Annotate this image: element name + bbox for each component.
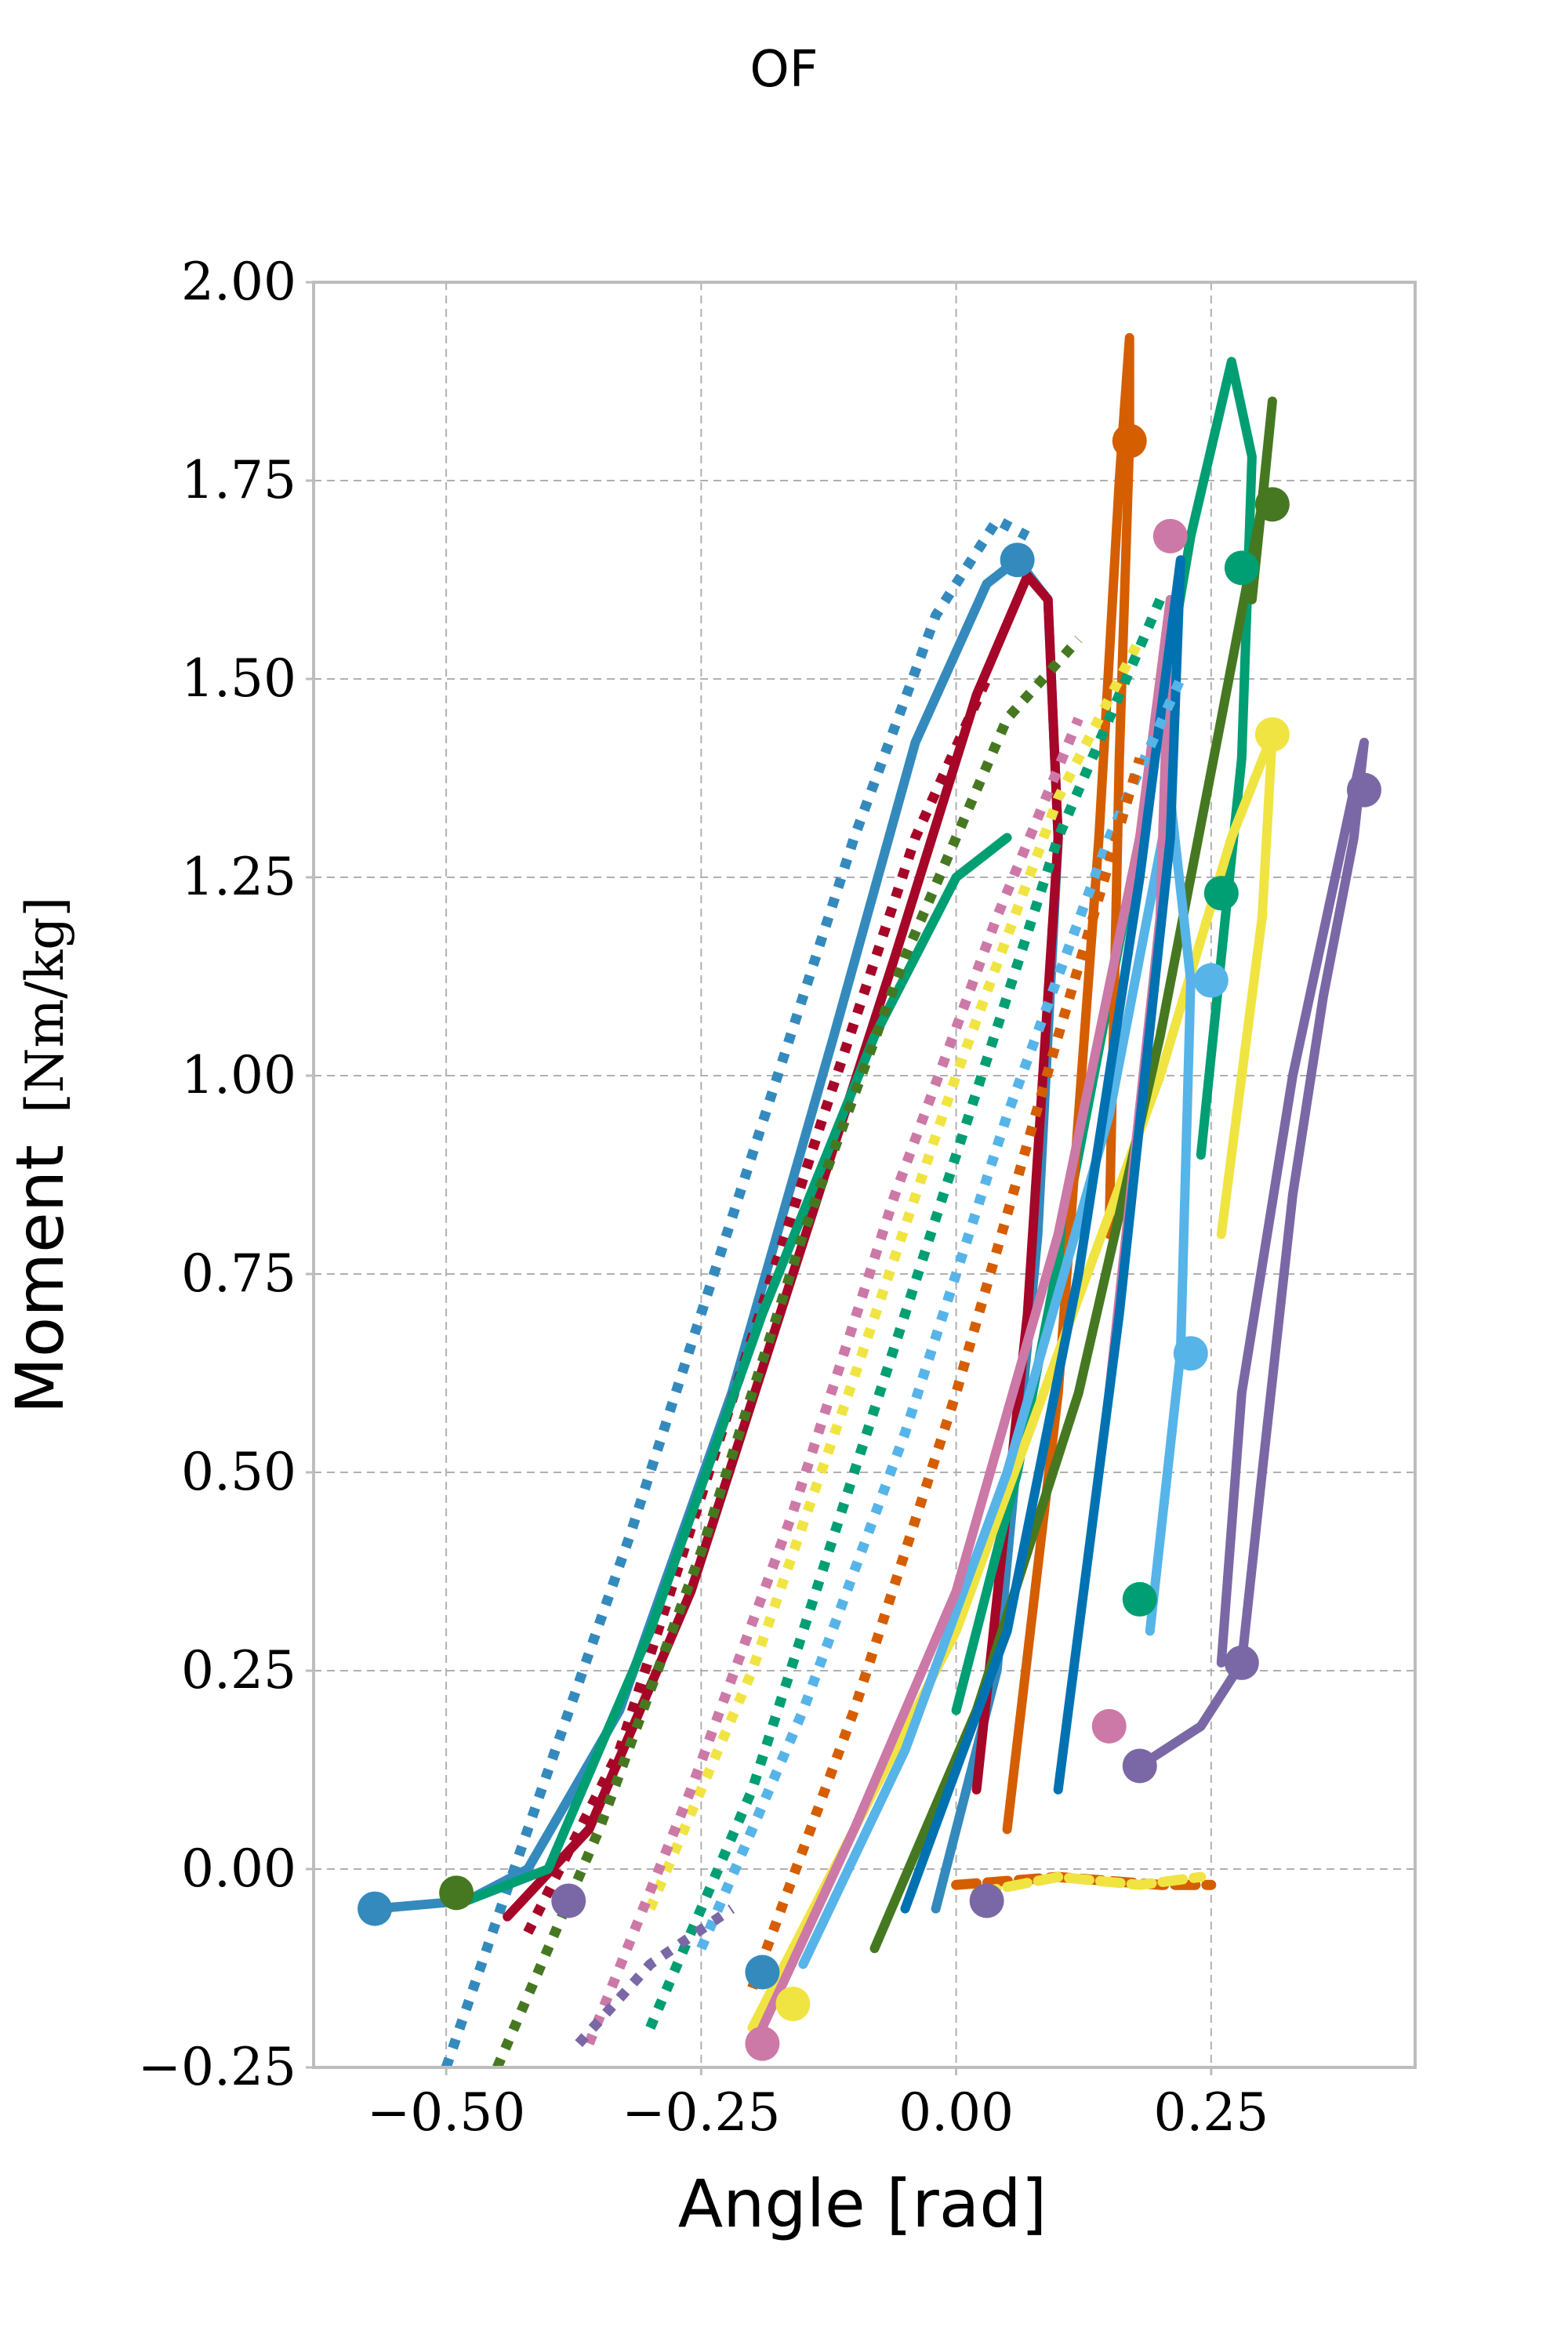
- series-line: [523, 677, 992, 1935]
- data-point-marker: [775, 1987, 811, 2022]
- data-point-marker: [439, 1875, 474, 1911]
- series-line: [747, 729, 1277, 2033]
- y-tick-label: 1.25: [181, 847, 296, 907]
- y-tick-label: 1.75: [181, 450, 296, 510]
- y-tick-label: 0.50: [181, 1442, 296, 1502]
- data-point-marker: [1346, 772, 1381, 808]
- x-tick-label: 0.00: [898, 2082, 1014, 2143]
- marker-layer: [358, 423, 1381, 2061]
- y-tick-label: 0.75: [181, 1243, 296, 1304]
- series-line: [645, 597, 1165, 2030]
- x-axis-title: Angle [rad]: [678, 2165, 1047, 2242]
- data-point-marker: [1000, 543, 1035, 578]
- x-tick-label: −0.25: [622, 2082, 780, 2143]
- data-point-marker: [1091, 1708, 1127, 1744]
- data-point-marker: [969, 1883, 1004, 1918]
- y-axis-title: Moment [Nm/kg]: [2, 897, 78, 1414]
- data-point-marker: [1152, 518, 1188, 554]
- y-axis-unit: [Nm/kg]: [15, 897, 75, 1113]
- data-point-marker: [1254, 487, 1290, 522]
- series-line: [696, 677, 1185, 1951]
- data-point-marker: [745, 2026, 780, 2061]
- data-point-marker: [1173, 1336, 1208, 1371]
- data-point-marker: [1193, 963, 1229, 998]
- series-line: [971, 1871, 1207, 1898]
- data-point-marker: [1122, 1748, 1157, 1784]
- series-line: [584, 717, 1083, 2046]
- series-line: [798, 793, 1196, 1969]
- y-tick-label: 1.50: [181, 648, 296, 709]
- y-tick-label: 0.25: [181, 1640, 296, 1700]
- data-point-marker: [551, 1883, 586, 1918]
- x-tick-label: 0.25: [1153, 2082, 1269, 2143]
- data-point-marker: [358, 1891, 393, 1926]
- series-line: [462, 833, 1012, 1906]
- y-tick-label: −0.25: [138, 2037, 296, 2097]
- series-line: [757, 594, 1175, 2033]
- y-tick-label: 1.00: [181, 1045, 296, 1105]
- plot-frame: [312, 281, 1417, 2069]
- series-line: [503, 571, 1063, 1922]
- data-point-marker: [1122, 1581, 1157, 1617]
- data-point-marker: [745, 1955, 780, 1990]
- y-axis-title-text: Moment: [2, 1145, 78, 1414]
- data-point-marker: [1224, 550, 1259, 586]
- plot-area: [370, 332, 1369, 2067]
- chart-title: OF: [750, 41, 818, 99]
- x-tick-label: −0.50: [367, 2082, 525, 2143]
- series-line: [1134, 738, 1369, 1771]
- data-point-marker: [1203, 876, 1239, 911]
- series-line: [441, 515, 1030, 2067]
- y-tick-label: 0.00: [181, 1838, 296, 1899]
- y-tick-label: 2.00: [181, 252, 296, 312]
- data-point-marker: [1112, 423, 1147, 459]
- series-line: [1002, 332, 1134, 1835]
- data-point-marker: [1254, 717, 1290, 752]
- data-point-marker: [1224, 1645, 1259, 1680]
- series-line: [575, 1904, 735, 2047]
- tick-labels: −0.50 −0.25 0.00 0.25 −0.25 0.00 0.25 0.50 0.75 1…: [138, 252, 1269, 2143]
